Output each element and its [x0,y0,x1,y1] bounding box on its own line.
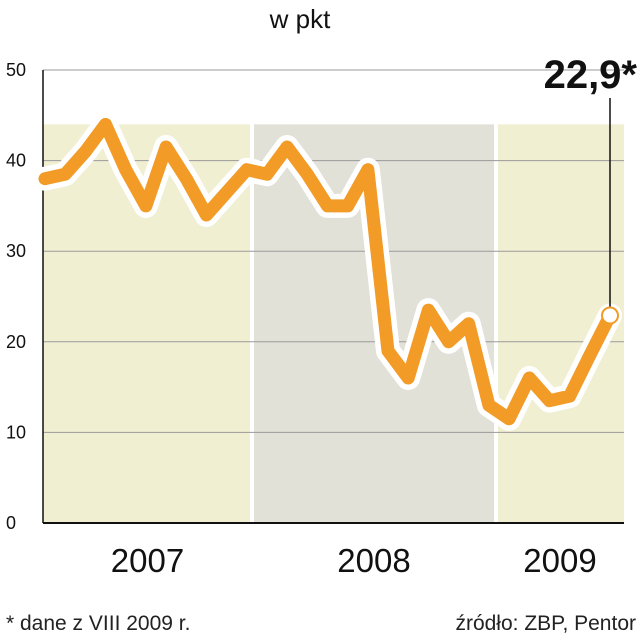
data-point [387,349,390,352]
y-tick-label-20: 20 [6,332,26,352]
data-point [165,146,168,149]
data-point [467,322,470,325]
data-point [528,377,531,380]
year-labels: 2007 2008 2009 [111,542,597,579]
data-point [548,399,551,402]
data-point [508,417,511,420]
data-point [346,204,349,207]
data-point [588,354,591,357]
data-point [427,309,430,312]
data-point [64,173,67,176]
data-point [104,123,107,126]
last-value-label: 22,9* [544,53,638,97]
data-point [144,204,147,207]
data-point [225,191,228,194]
data-point [366,168,369,171]
y-tick-label-50: 50 [6,60,26,80]
data-point [447,340,450,343]
chart-unit-title: w pkt [269,4,331,34]
last-data-point [601,306,619,325]
year-label-2009: 2009 [523,542,596,579]
data-point [568,395,571,398]
data-point [245,168,248,171]
data-point [407,377,410,380]
series-layer [33,112,622,431]
data-point [84,150,87,153]
data-point [306,173,309,176]
data-point [326,204,329,207]
data-point [185,177,188,180]
data-point [265,173,268,176]
y-tick-label-30: 30 [6,241,26,261]
year-label-2007: 2007 [111,542,184,579]
gridlines [42,69,624,524]
y-axis-ticks: 0 10 20 30 40 50 [6,60,26,533]
data-point [124,168,127,171]
data-point [44,177,46,180]
source-note: źródło: ZBP, Pentor [455,612,636,635]
year-label-2008: 2008 [337,542,410,579]
data-point [487,404,490,407]
data-point [286,146,289,149]
y-tick-label-0: 0 [6,513,16,533]
data-point [205,213,208,216]
y-tick-label-40: 40 [6,151,26,171]
footnote: * dane z VIII 2009 r. [6,612,190,635]
y-tick-label-10: 10 [6,422,26,442]
